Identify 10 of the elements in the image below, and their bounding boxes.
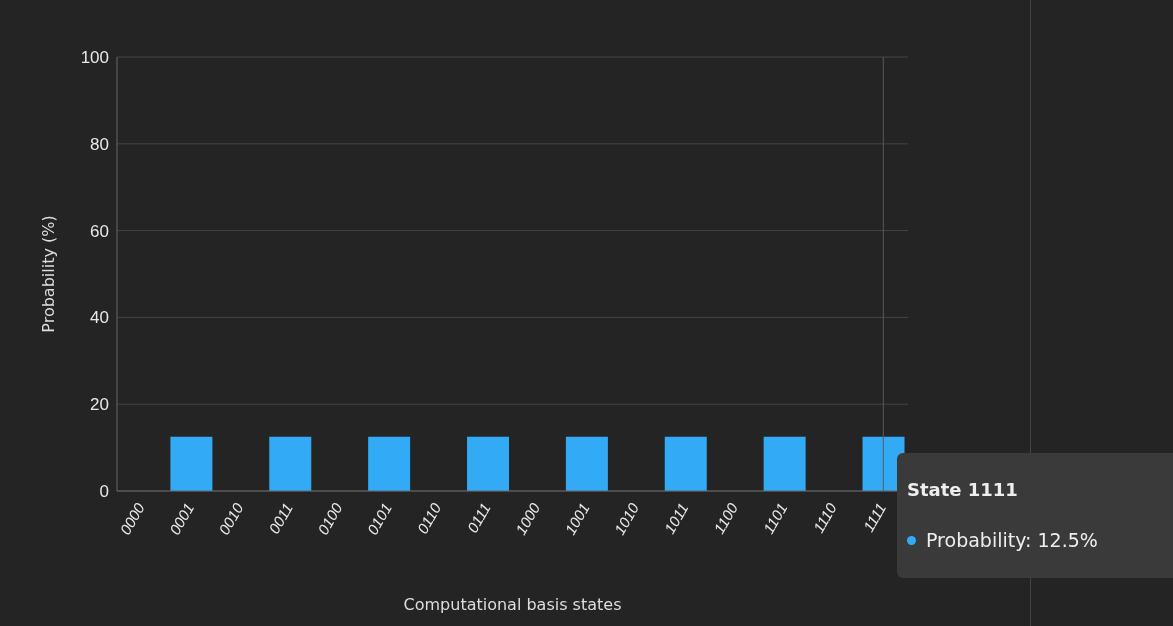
y-tick-label: 40 <box>90 308 109 328</box>
y-tick-label: 20 <box>90 395 109 415</box>
y-tick-label: 80 <box>90 134 109 154</box>
x-axis-title: Computational basis states <box>403 595 622 614</box>
y-tick-label: 100 <box>80 48 109 68</box>
y-tick-label: 60 <box>90 221 109 241</box>
y-axis-title: Probability (%) <box>38 215 58 333</box>
annotation: State 1111 <box>907 479 1018 500</box>
y-tick-label: 0 <box>99 482 109 502</box>
tooltip-box: State 1111 Probability: 12.5% <box>897 453 1173 578</box>
